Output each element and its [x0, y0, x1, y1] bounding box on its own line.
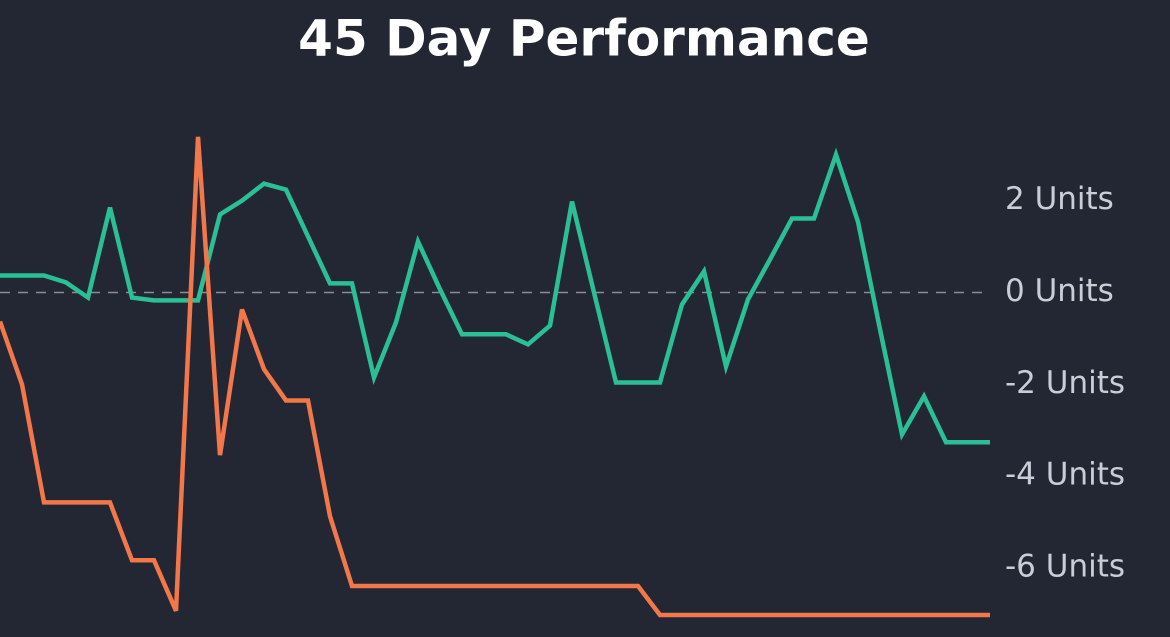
y-tick-label: 2 Units: [1005, 181, 1114, 217]
series-line: [0, 136, 990, 618]
y-tick-label: -4 Units: [1005, 457, 1125, 493]
y-tick-label: 0 Units: [1005, 273, 1114, 309]
y-tick-label: -2 Units: [1005, 365, 1125, 401]
y-tick-label: -6 Units: [1005, 549, 1125, 585]
chart-title: 45 Day Performance: [298, 10, 870, 68]
series-line: [0, 147, 990, 445]
